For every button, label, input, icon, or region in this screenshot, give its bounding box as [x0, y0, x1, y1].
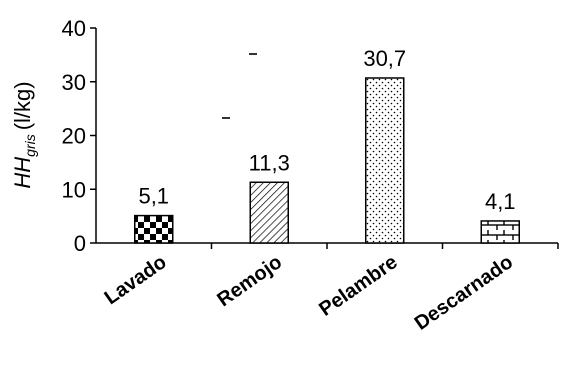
x-tick-label-descarnado: Descarnado [411, 251, 517, 335]
data-label-remojo: 11,3 [249, 150, 290, 175]
bar-remojo [249, 181, 289, 244]
y-axis-title-subscript: gris [22, 134, 38, 157]
y-tick-label: 10 [62, 177, 86, 202]
bar-descarnado [480, 220, 520, 244]
data-label-lavado: 5,1 [138, 184, 169, 209]
y-tick-label: 40 [62, 16, 86, 41]
y-tick-label: 30 [62, 70, 86, 95]
y-axis-title-unit: (l/kg) [10, 81, 35, 130]
x-tick-label-pelambre: Pelambre [315, 251, 401, 321]
x-tick-label-lavado: Lavado [101, 251, 171, 309]
data-label-descarnado: 4,1 [485, 189, 516, 214]
y-axis-title: HHgris (l/kg) [10, 81, 38, 188]
y-tick-label: 0 [74, 231, 86, 256]
plot-area: 0 10 20 30 40 5,1 Lavado 11,3 Remojo 30,7 Pelambre… [62, 16, 559, 335]
x-tick-label-remojo: Remojo [213, 251, 286, 311]
bar-pelambre [365, 77, 405, 244]
bar-lavado [134, 214, 174, 244]
data-label-pelambre: 30,7 [363, 46, 406, 71]
y-tick-label: 20 [62, 124, 86, 149]
y-axis-title-main: HH [10, 157, 35, 189]
